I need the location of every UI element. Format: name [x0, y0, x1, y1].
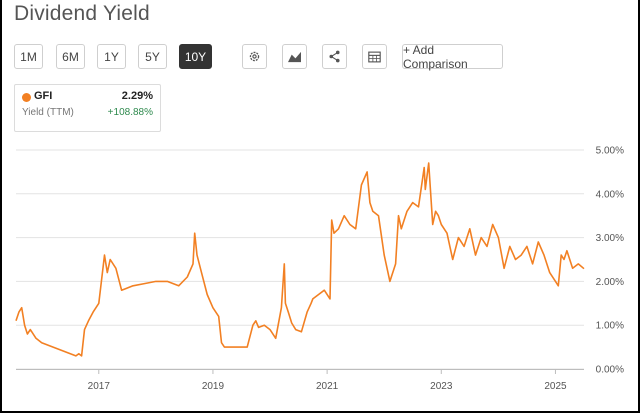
table-icon — [368, 51, 381, 62]
y-tick-label: 0.00% — [596, 365, 624, 376]
page-title: Dividend Yield — [14, 2, 150, 25]
y-tick-label: 4.00% — [596, 189, 624, 200]
share-button[interactable] — [322, 44, 347, 69]
add-comparison-button[interactable]: + Add Comparison — [402, 42, 503, 71]
range-label: 6M — [62, 49, 79, 64]
range-label: 1M — [20, 49, 37, 64]
legend-card: GFI 2.29% Yield (TTM) +108.88% — [14, 84, 161, 132]
settings-button[interactable] — [242, 44, 267, 69]
legend-change: +108.88% — [107, 107, 153, 118]
y-axis-ticks: 0.00% 1.00% 2.00% 3.00% 4.00% 5.00% — [596, 146, 624, 376]
dividend-yield-chart: 0.00%1.00%2.00%3.00%4.00%5.00% 2017 2019 2… — [15, 146, 624, 392]
chart-series — [15, 162, 585, 357]
chart-grid — [16, 149, 584, 370]
x-axis-ticks: 2017 2019 2021 2023 2025 — [88, 369, 567, 392]
gear-icon — [249, 51, 260, 62]
series-color-dot — [22, 93, 31, 102]
y-tick-label: 5.00% — [596, 146, 624, 157]
legend-subtitle: Yield (TTM) — [22, 107, 74, 118]
series-line-0[interactable] — [15, 162, 585, 357]
chart-type-icon — [288, 51, 301, 63]
x-tick-label: 2021 — [316, 381, 339, 392]
range-button-10y[interactable]: 10Y — [179, 44, 212, 69]
legend-value: 2.29% — [121, 90, 153, 102]
chart-type-button[interactable] — [282, 44, 307, 69]
add-comparison-label: + Add Comparison — [403, 42, 468, 71]
legend-ticker: GFI — [34, 90, 53, 102]
range-label: 5Y — [145, 49, 160, 64]
table-view-button[interactable] — [362, 44, 387, 69]
x-tick-label: 2017 — [88, 381, 111, 392]
y-tick-label: 1.00% — [596, 321, 624, 332]
range-button-1y[interactable]: 1Y — [97, 44, 126, 69]
x-tick-label: 2023 — [430, 381, 453, 392]
range-label: 1Y — [104, 49, 119, 64]
range-button-6m[interactable]: 6M — [56, 44, 85, 69]
range-button-5y[interactable]: 5Y — [138, 44, 167, 69]
share-icon — [329, 50, 340, 63]
y-tick-label: 2.00% — [596, 277, 624, 288]
range-button-1m[interactable]: 1M — [14, 44, 43, 69]
x-tick-label: 2019 — [202, 381, 225, 392]
x-tick-label: 2025 — [544, 381, 567, 392]
range-label: 10Y — [184, 49, 207, 64]
y-tick-label: 3.00% — [596, 233, 624, 244]
